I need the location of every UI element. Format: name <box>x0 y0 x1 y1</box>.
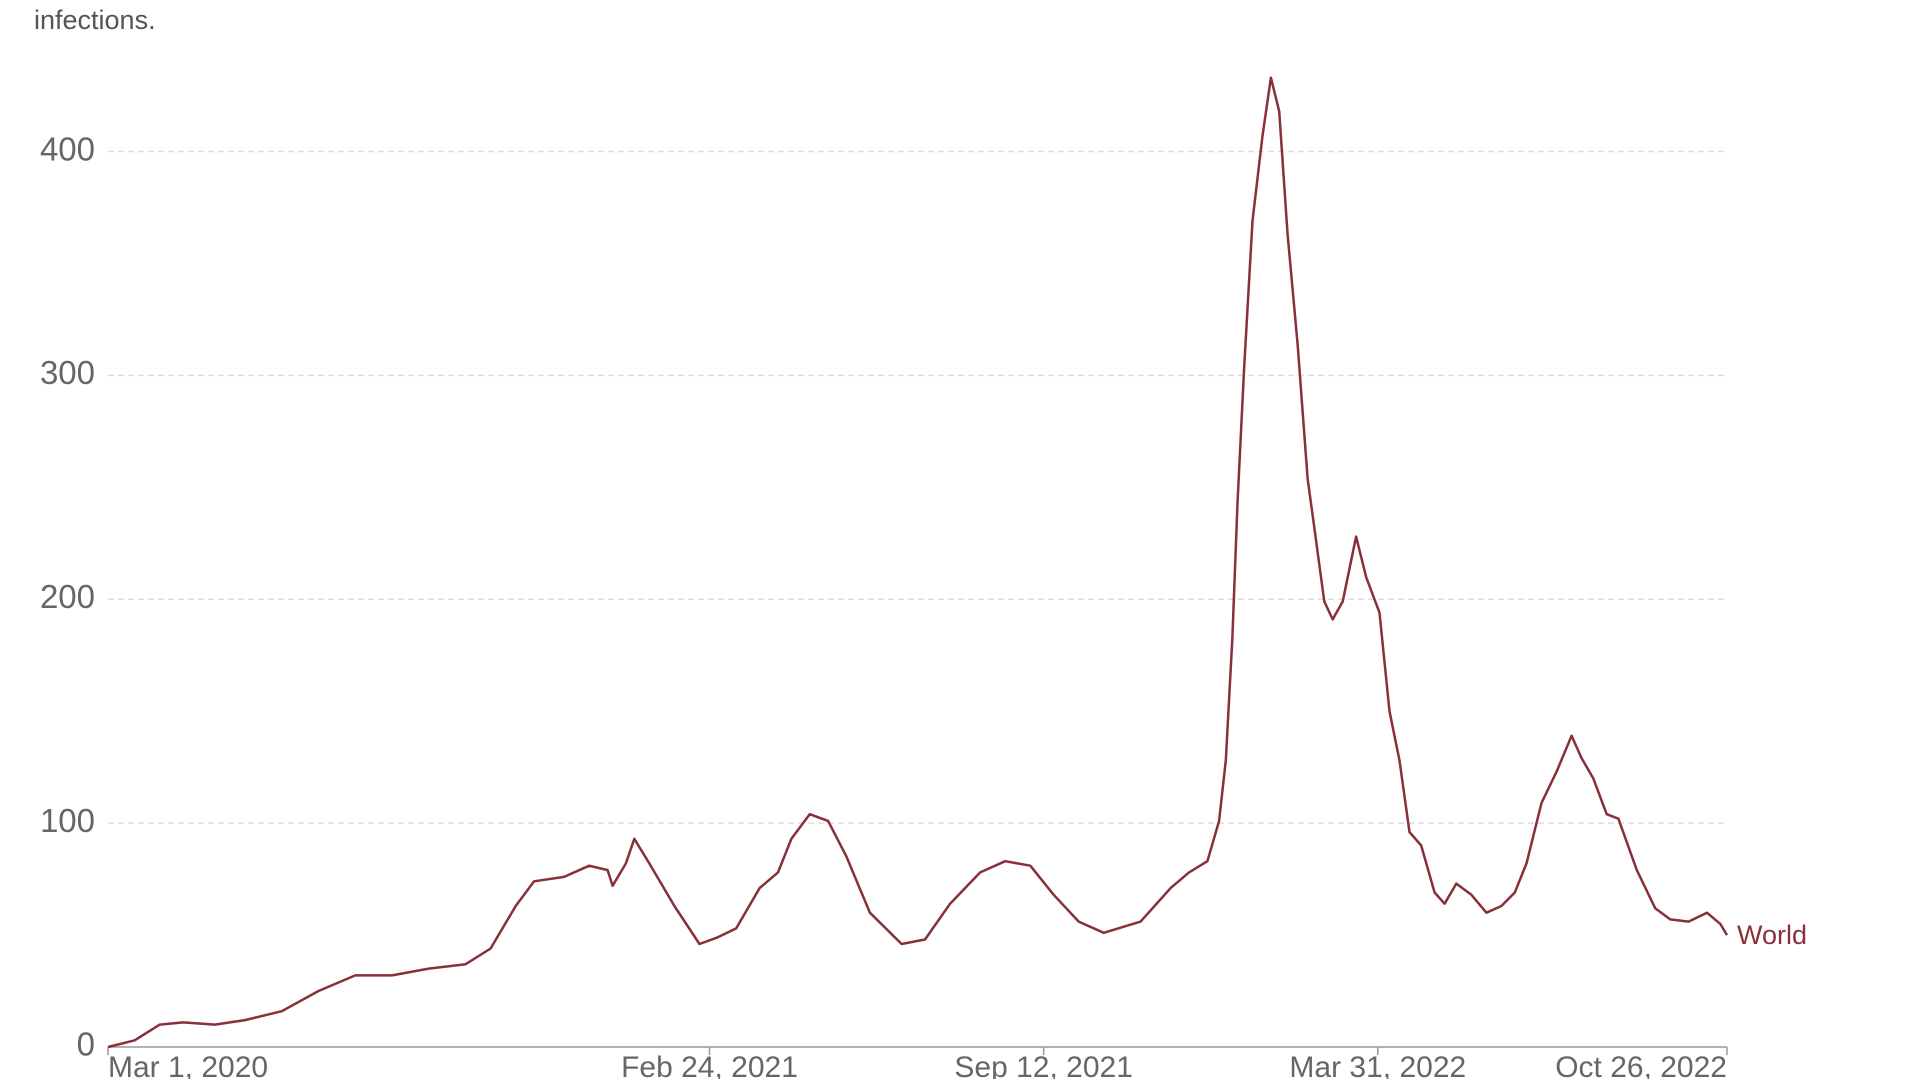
x-tick-label: Mar 1, 2020 <box>108 1051 268 1079</box>
y-tick-label: 300 <box>40 354 95 391</box>
y-tick-label: 200 <box>40 578 95 615</box>
x-tick-label: Sep 12, 2021 <box>954 1051 1133 1079</box>
data-line <box>107 76 1729 1049</box>
x-tick-label: Mar 31, 2022 <box>1289 1051 1466 1079</box>
series-label: World <box>1737 920 1807 950</box>
chart-subtitle: infections. <box>34 5 156 35</box>
y-tick-label: 0 <box>77 1026 95 1063</box>
x-tick-label: Feb 24, 2021 <box>621 1051 798 1079</box>
x-tick-label: Oct 26, 2022 <box>1555 1051 1727 1079</box>
y-tick-label: 400 <box>40 130 95 167</box>
y-tick-label: 100 <box>40 802 95 839</box>
